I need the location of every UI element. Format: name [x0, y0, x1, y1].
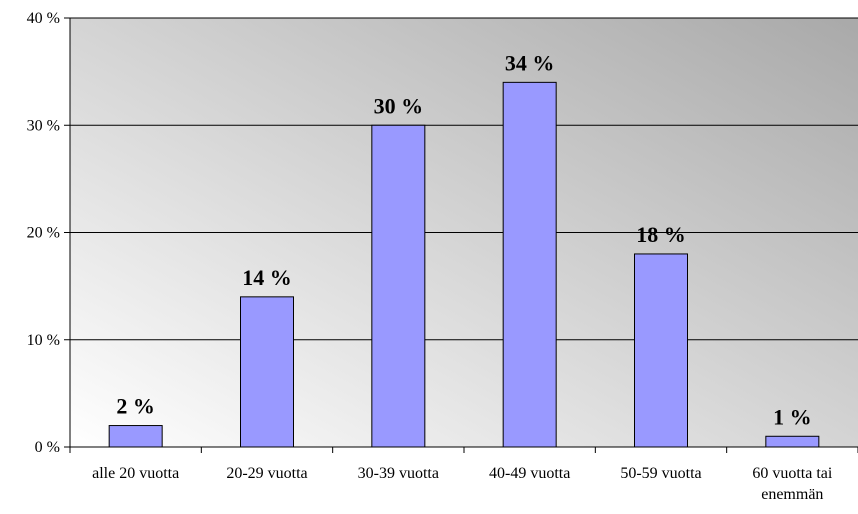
y-tick-label: 40 %: [27, 10, 60, 27]
y-tick-label: 0 %: [35, 439, 60, 456]
y-tick-label: 10 %: [27, 332, 60, 349]
data-label: 30 %: [374, 93, 424, 118]
x-tick-label: enemmän: [761, 486, 823, 503]
data-label: 34 %: [505, 50, 555, 75]
data-label: 1 %: [773, 404, 812, 429]
bar: [240, 296, 294, 448]
x-tick-label: 40-49 vuotta: [489, 465, 570, 482]
x-tick-label: alle 20 vuotta: [92, 465, 179, 482]
data-label: 14 %: [242, 265, 292, 290]
bar: [108, 425, 163, 448]
bar: [634, 253, 688, 448]
labels: 0 % 10 % 20 % 30 % 40 % 2 % alle 20 vuotta 14 %…: [27, 10, 833, 503]
x-tick-label: 30-39 vuotta: [358, 465, 439, 482]
y-tick-label: 30 %: [27, 117, 60, 134]
bar: [765, 435, 820, 448]
x-tick-label: 60 vuotta tai: [752, 465, 833, 482]
data-label: 18 %: [636, 222, 686, 247]
gridlines: [70, 17, 858, 341]
x-tick-label: 20-29 vuotta: [226, 465, 307, 482]
data-label: 2 %: [116, 394, 155, 419]
y-tick-label: 20 %: [27, 225, 60, 242]
axes: [64, 17, 858, 453]
x-tick-label: 50-59 vuotta: [620, 465, 701, 482]
bar: [502, 81, 557, 448]
bar: [371, 124, 426, 448]
